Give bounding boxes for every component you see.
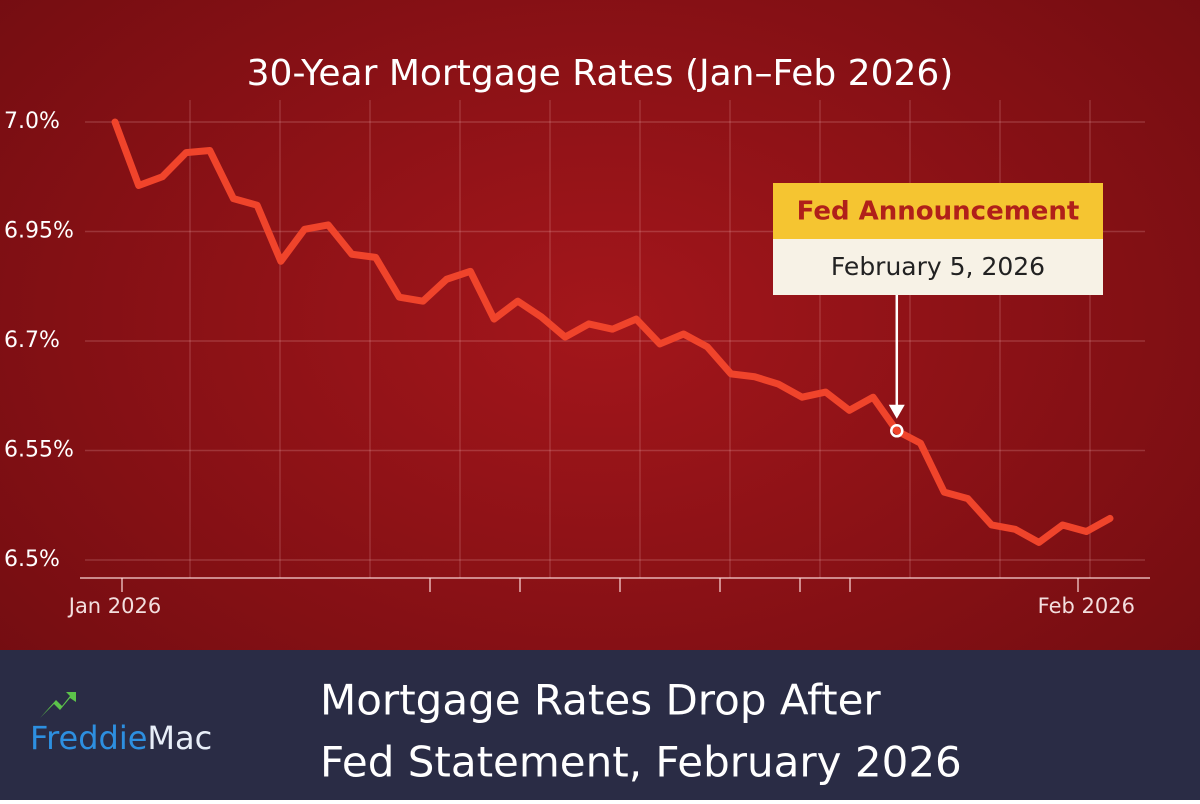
logo-part: Freddie [30, 719, 147, 757]
line [111, 118, 1114, 546]
annotation-body [773, 239, 1103, 295]
headline: Mortgage Rates Drop After [320, 676, 881, 725]
x-tick-label: Jan 2026 [67, 594, 162, 618]
x-tick-label: Feb 2026 [1038, 594, 1135, 618]
logo-part: Mac [147, 719, 212, 757]
annotation-title: Fed Announcement [797, 197, 1080, 227]
y-tick-label: 6.55% [4, 438, 74, 463]
y-tick-label: 6.5% [4, 547, 60, 572]
highlight-point [890, 424, 904, 438]
logo-icon [40, 692, 76, 718]
annotation-header [773, 183, 1103, 239]
y-tick-label: 6.95% [4, 219, 74, 244]
headline: Fed Statement, February 2026 [320, 738, 962, 787]
chart-title: 30-Year Mortgage Rates (Jan–Feb 2026) [247, 53, 954, 94]
y-tick-label: 6.7% [4, 328, 60, 353]
annotation-subtitle: February 5, 2026 [831, 252, 1045, 281]
annotation-arrowhead [888, 404, 905, 419]
y-tick-label: 7.0% [4, 109, 60, 134]
banner [0, 650, 1200, 800]
logo: FreddieMac [30, 719, 212, 757]
